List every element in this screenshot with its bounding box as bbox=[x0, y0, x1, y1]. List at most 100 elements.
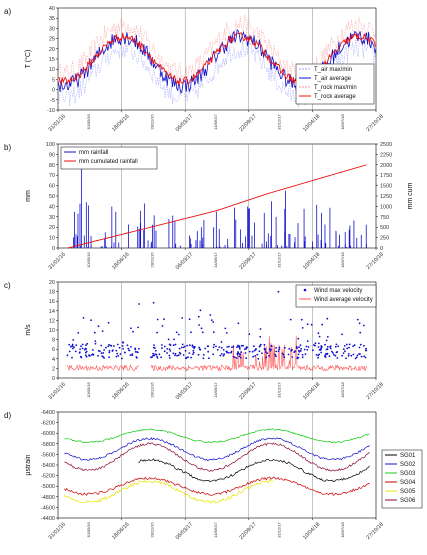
wind-max-point bbox=[252, 355, 255, 358]
wind-max-point bbox=[259, 335, 262, 338]
wind-max-point bbox=[363, 344, 365, 347]
wind-max-point bbox=[258, 350, 261, 353]
y-tick-label: 30 bbox=[49, 26, 55, 32]
wind-max-point bbox=[212, 331, 215, 334]
legend-box bbox=[295, 63, 375, 105]
y-tick-label: 0 bbox=[52, 376, 55, 382]
wind-max-point bbox=[303, 348, 306, 351]
y-tick-label: 0 bbox=[52, 246, 55, 252]
wind-max-point bbox=[243, 348, 246, 351]
wind-max-point bbox=[290, 349, 292, 352]
wind-max-point bbox=[210, 319, 213, 321]
y-tick-label: -4400 bbox=[41, 516, 55, 522]
wind-max-point bbox=[156, 331, 159, 334]
y-tick-label: -4600 bbox=[41, 505, 55, 511]
wind-max-point bbox=[359, 343, 362, 346]
wind-max-point bbox=[295, 345, 298, 348]
wind-max-point bbox=[191, 353, 194, 355]
y-tick-label: -5200 bbox=[41, 474, 55, 480]
wind-max-point bbox=[204, 347, 207, 350]
wind-max-point bbox=[261, 352, 263, 355]
y-tick-label: 10 bbox=[49, 328, 55, 334]
wind-max-point bbox=[242, 344, 245, 347]
wind-max-point bbox=[310, 323, 313, 326]
wind-max-point bbox=[85, 355, 88, 358]
x-tick-label: 10/04/18 bbox=[302, 114, 321, 133]
wind-max-point bbox=[109, 344, 112, 347]
series-sg06 bbox=[64, 442, 370, 472]
wind-max-point bbox=[297, 349, 300, 352]
wind-max-point bbox=[81, 347, 84, 350]
x-tick-label: 06/03/17 bbox=[175, 522, 194, 541]
wind-max-point bbox=[84, 347, 87, 350]
wind-max-point bbox=[270, 348, 273, 351]
series-wind-average bbox=[67, 335, 367, 372]
wind-max-point bbox=[91, 353, 93, 356]
wind-max-point bbox=[68, 343, 71, 346]
wind-max-point bbox=[347, 354, 350, 357]
y-tick-label: 25 bbox=[49, 37, 55, 43]
wind-max-point bbox=[325, 339, 328, 342]
x-minor-label: 28/11/16 bbox=[149, 252, 154, 268]
wind-max-point bbox=[127, 347, 130, 350]
wind-max-point bbox=[225, 332, 228, 334]
wind-max-point bbox=[174, 352, 177, 355]
wind-max-point bbox=[166, 348, 169, 350]
wind-max-point bbox=[269, 350, 272, 352]
wind-max-point bbox=[318, 342, 320, 345]
wind-max-point bbox=[317, 332, 320, 335]
wind-max-point bbox=[343, 345, 346, 347]
wind-max-point bbox=[184, 349, 187, 352]
wind-max-point bbox=[81, 343, 84, 346]
wind-max-point bbox=[306, 323, 309, 326]
wind-max-point bbox=[263, 343, 266, 346]
wind-max-point bbox=[156, 318, 159, 321]
wind-max-point bbox=[85, 344, 87, 347]
wind-max-point bbox=[108, 344, 110, 346]
wind-max-point bbox=[158, 353, 161, 356]
wind-max-point bbox=[79, 348, 81, 351]
wind-max-point bbox=[160, 356, 163, 359]
y-right-tick-label: 500 bbox=[380, 225, 389, 231]
wind-max-point bbox=[222, 354, 225, 357]
y-right-tick-label: 750 bbox=[380, 215, 389, 221]
wind-max-point bbox=[341, 333, 343, 336]
wind-max-point bbox=[257, 357, 260, 360]
wind-max-point bbox=[226, 350, 228, 353]
wind-max-point bbox=[236, 352, 239, 355]
wind-max-point bbox=[111, 350, 114, 352]
wind-max-point bbox=[155, 349, 157, 352]
legend-entry: mm rainfall bbox=[79, 150, 108, 156]
wind-max-point bbox=[192, 351, 195, 354]
wind-max-point bbox=[128, 349, 131, 352]
wind-max-point bbox=[278, 346, 281, 349]
wind-max-point bbox=[291, 356, 294, 358]
x-tick-label: 27/10/18 bbox=[366, 382, 385, 401]
wind-max-point bbox=[300, 348, 302, 350]
wind-max-point bbox=[259, 345, 261, 347]
legend-entry: SG05 bbox=[400, 489, 416, 495]
wind-max-point bbox=[240, 351, 243, 354]
wind-max-point bbox=[237, 322, 240, 325]
wind-max-point bbox=[220, 341, 223, 343]
y-tick-label: 90 bbox=[49, 152, 55, 158]
panel-3: c) 0 2 4 6 8 10 12 14 16 18 20 m/s 31/01/16 18/06/16 06… bbox=[4, 280, 385, 401]
wind-max-point bbox=[314, 342, 317, 345]
wind-max-point bbox=[105, 346, 107, 349]
wind-max-point bbox=[121, 345, 124, 347]
wind-max-point bbox=[180, 346, 183, 349]
wind-max-point bbox=[193, 347, 196, 350]
wind-max-point bbox=[331, 352, 334, 354]
wind-max-point bbox=[74, 350, 77, 353]
x-minor-label: 28/11/16 bbox=[149, 114, 154, 130]
wind-max-point bbox=[101, 330, 104, 332]
panel-1: a) -10 -5 0 5 10 15 20 25 30 35 40 T (°C) 31/01/16 18/… bbox=[4, 6, 385, 133]
wind-max-point bbox=[161, 325, 164, 327]
wind-max-point bbox=[360, 355, 363, 358]
wind-max-point bbox=[283, 356, 286, 359]
wind-max-point bbox=[328, 355, 331, 358]
wind-max-point bbox=[168, 343, 171, 346]
wind-max-point bbox=[245, 357, 248, 360]
wind-max-point bbox=[318, 335, 321, 338]
wind-max-point bbox=[209, 314, 212, 316]
